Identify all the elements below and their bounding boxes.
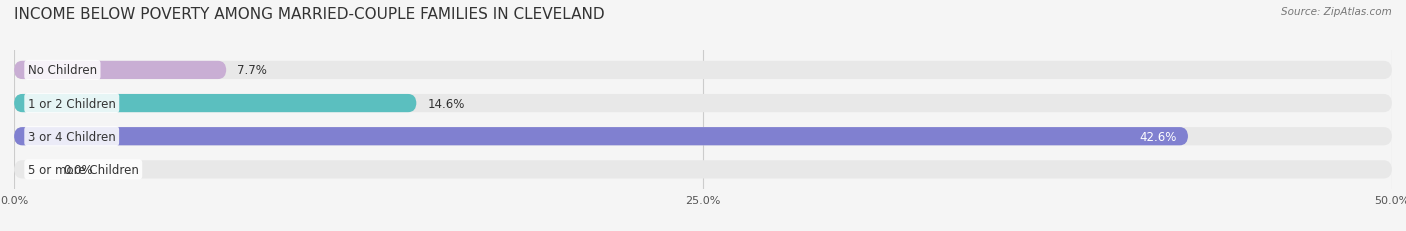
FancyBboxPatch shape xyxy=(14,161,1392,179)
FancyBboxPatch shape xyxy=(14,128,1188,146)
FancyBboxPatch shape xyxy=(14,128,1392,146)
FancyBboxPatch shape xyxy=(14,61,1392,80)
Text: Source: ZipAtlas.com: Source: ZipAtlas.com xyxy=(1281,7,1392,17)
Text: 7.7%: 7.7% xyxy=(238,64,267,77)
Text: 1 or 2 Children: 1 or 2 Children xyxy=(28,97,115,110)
Text: 42.6%: 42.6% xyxy=(1140,130,1177,143)
Text: 5 or more Children: 5 or more Children xyxy=(28,163,139,176)
Text: No Children: No Children xyxy=(28,64,97,77)
Text: 0.0%: 0.0% xyxy=(63,163,93,176)
FancyBboxPatch shape xyxy=(14,94,416,113)
FancyBboxPatch shape xyxy=(14,61,226,80)
Text: 3 or 4 Children: 3 or 4 Children xyxy=(28,130,115,143)
FancyBboxPatch shape xyxy=(14,94,1392,113)
Text: 14.6%: 14.6% xyxy=(427,97,465,110)
Text: INCOME BELOW POVERTY AMONG MARRIED-COUPLE FAMILIES IN CLEVELAND: INCOME BELOW POVERTY AMONG MARRIED-COUPL… xyxy=(14,7,605,22)
